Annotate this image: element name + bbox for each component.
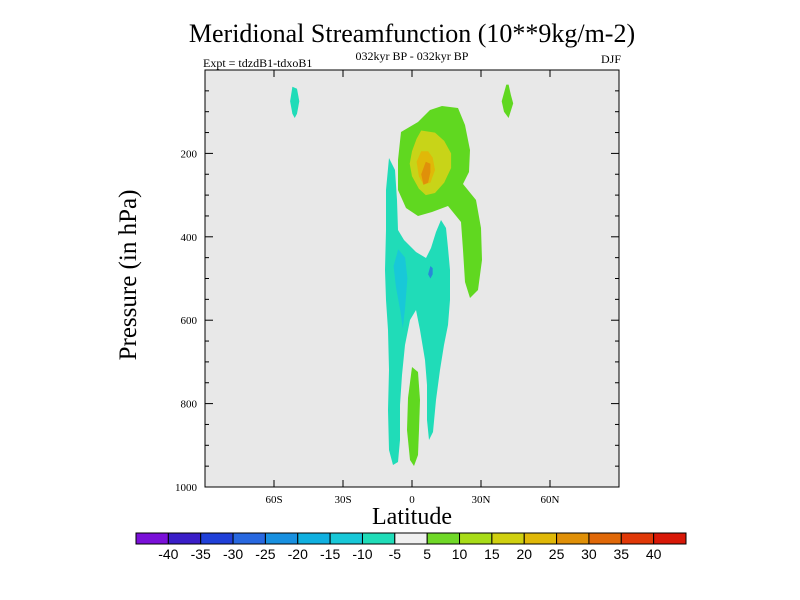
y-major-ticks: 200 400 600 800 1000 — [175, 148, 619, 494]
season-label: DJF — [601, 52, 621, 66]
colorbar-label: 30 — [581, 546, 597, 562]
contour-negative-10-to-15-core — [428, 266, 433, 279]
x-tick-label: 60S — [265, 494, 282, 506]
y-tick-label: 1000 — [175, 482, 198, 494]
colorbar-swatch — [297, 532, 331, 545]
y-tick-label: 600 — [181, 315, 198, 327]
colorbar-swatch — [135, 532, 169, 545]
y-axis-label: Pressure (in hPa) — [115, 190, 142, 361]
plot-area: 200 400 600 800 1000 60S 30S 0 30N 60N — [175, 69, 620, 506]
period-label: 032kyr BP - 032kyr BP — [356, 49, 469, 63]
colorbar-swatch — [200, 532, 234, 545]
colorbar-label: -25 — [255, 546, 275, 562]
colorbar-swatch — [426, 532, 461, 545]
x-axis-label: Latitude — [372, 504, 452, 530]
colorbar-swatch — [361, 532, 396, 545]
colorbar-label: -35 — [191, 546, 211, 562]
contour-positive-25-to-30 — [421, 161, 431, 185]
colorbar-label: -10 — [352, 546, 372, 562]
colorbar-swatch — [653, 532, 687, 545]
colorbar-label: 35 — [614, 546, 630, 562]
contour-negative-5-to-10 — [385, 158, 450, 465]
x-tick-label: 30S — [334, 494, 351, 506]
experiment-label: Expt = tdzdB1-tdxoB1 — [203, 56, 312, 70]
colorbar-label: 40 — [646, 546, 662, 562]
colorbar-swatch — [459, 532, 493, 545]
contour-positive-lower-column-left — [407, 367, 420, 466]
chart-title: Meridional Streamfunction (10**9kg/m-2) — [189, 19, 635, 48]
colorbar-label: 5 — [423, 546, 431, 562]
y-tick-label: 400 — [181, 232, 198, 244]
y-minor-ticks — [205, 90, 619, 467]
colorbar-swatch — [264, 532, 299, 545]
contour-positive-northern-upper-cell — [501, 84, 514, 118]
contour-negative-southern-upper-cell — [290, 86, 300, 118]
colorbar-label: -40 — [158, 546, 178, 562]
colorbar-label: 25 — [549, 546, 565, 562]
x-ticks: 60S 30S 0 30N 60N — [265, 70, 560, 506]
colorbar-label: 20 — [516, 546, 532, 562]
colorbar-swatch — [588, 532, 622, 545]
colorbar-label: 15 — [484, 546, 500, 562]
colorbar-label: -20 — [288, 546, 308, 562]
contour-negative-5-to-10-lower-core — [393, 249, 408, 329]
x-tick-label: 60N — [541, 494, 560, 506]
colorbar-swatch — [523, 532, 558, 545]
contour-core-regions — [290, 84, 514, 329]
colorbar-swatch — [556, 532, 590, 545]
colorbar-swatch — [232, 532, 266, 545]
x-tick-label: 30N — [472, 494, 491, 506]
colorbar-label: -5 — [389, 546, 402, 562]
y-tick-label: 200 — [181, 148, 198, 160]
colorbar-swatch — [329, 532, 363, 545]
colorbar-swatch — [394, 532, 428, 545]
x-tick-label: 0 — [409, 494, 415, 506]
colorbar-label: -15 — [320, 546, 340, 562]
colorbar: -40 -35 -30 -25 -20 -15 -10 -5 5 10 15 20 25 30 35 40 — [135, 532, 687, 562]
colorbar-label: -30 — [223, 546, 243, 562]
colorbar-swatch — [491, 532, 525, 545]
colorbar-swatch — [620, 532, 655, 545]
y-tick-label: 800 — [181, 399, 198, 411]
colorbar-swatch — [167, 532, 202, 545]
colorbar-label: 10 — [452, 546, 468, 562]
